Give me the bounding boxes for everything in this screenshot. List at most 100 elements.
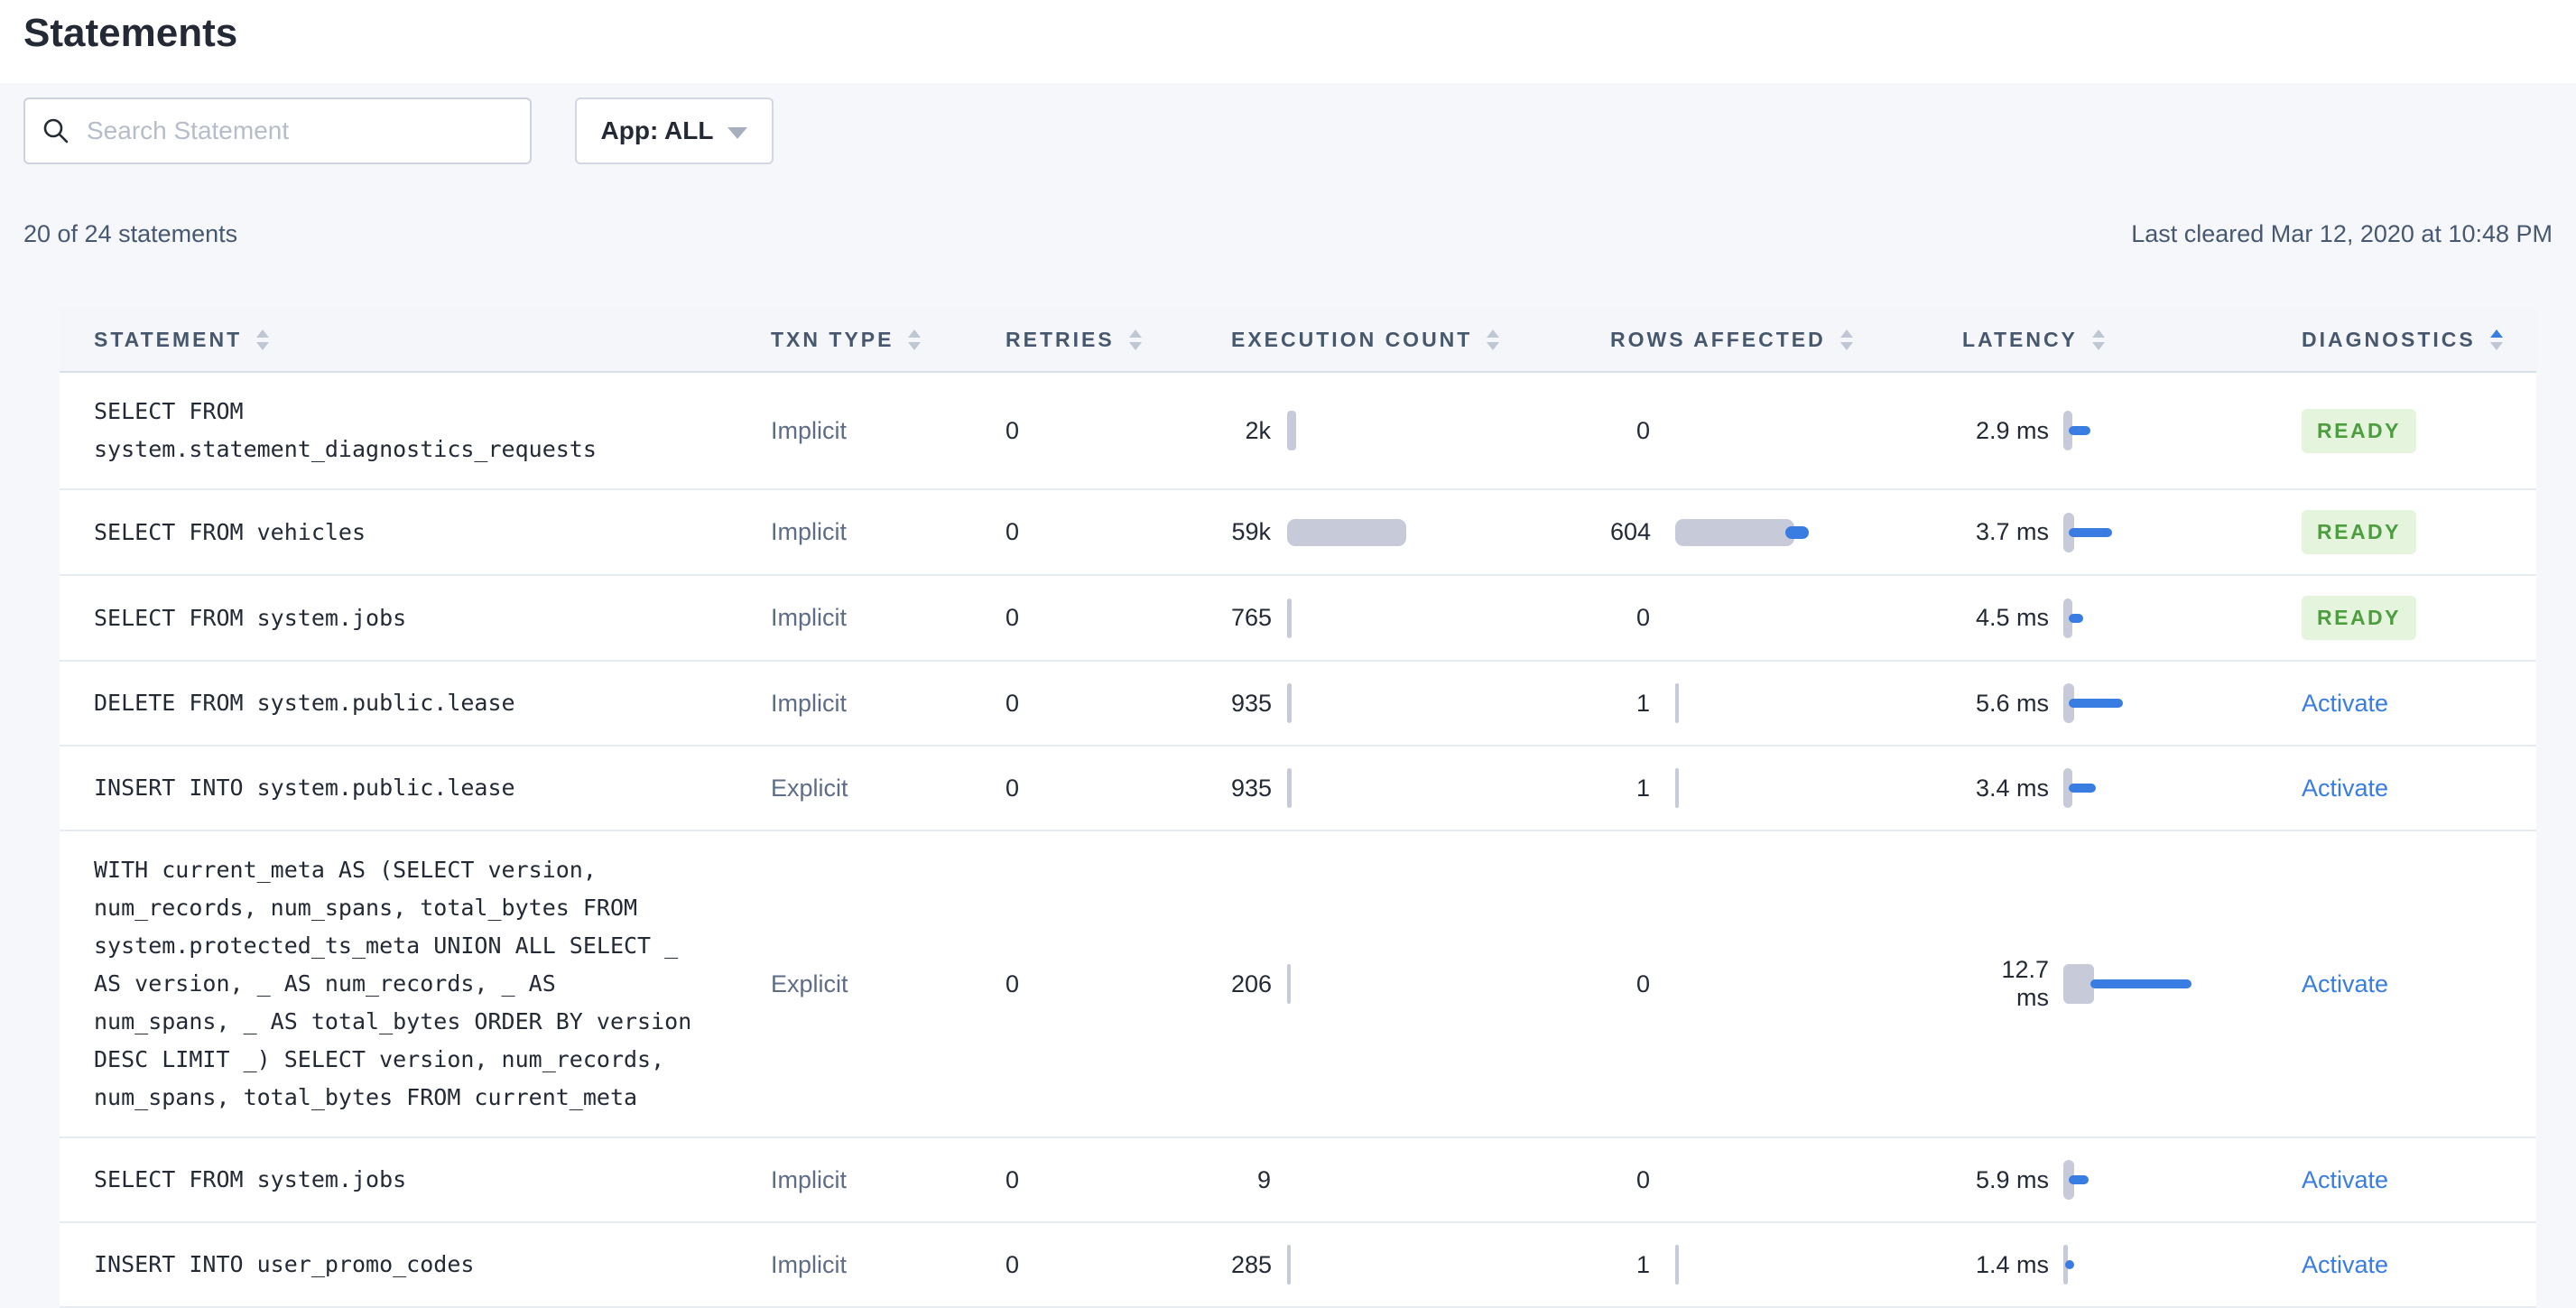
statement-text[interactable]: WITH current_meta AS (SELECT version, num… <box>94 851 691 1117</box>
latency-value: 5.6 ms <box>1975 689 2049 717</box>
execution-count-bar <box>1287 964 1291 1004</box>
rows-affected-bar <box>1675 768 1679 808</box>
sql-line: system.statement_diagnostics_requests <box>94 436 597 462</box>
filter-bar: App: ALL <box>23 97 2576 164</box>
execution-count-value: 935 <box>1231 689 1273 717</box>
sql-line: INSERT INTO system.public.lease <box>94 775 515 801</box>
statement-count: 20 of 24 statements <box>23 220 238 247</box>
activate-diagnostics-link[interactable]: Activate <box>2302 774 2389 802</box>
txn-type: Implicit <box>771 416 848 444</box>
execution-count-value: 935 <box>1231 774 1273 802</box>
latency-value: 1.4 ms <box>1975 1250 2049 1278</box>
execution-count-bar <box>1287 683 1292 723</box>
sql-line: system.protected_ts_meta UNION ALL SELEC… <box>94 932 679 959</box>
meta-row: 20 of 24 statements Last cleared Mar 12,… <box>23 220 2553 248</box>
sql-line: SELECT FROM system.jobs <box>94 604 407 631</box>
latency-mean-bar <box>2069 699 2123 708</box>
statement-text[interactable]: SELECT FROM system.jobs <box>94 599 406 637</box>
sql-line: SELECT FROM system.jobs <box>94 1166 407 1192</box>
activate-diagnostics-link[interactable]: Activate <box>2302 1165 2389 1193</box>
column-header-statement[interactable]: STATEMENT <box>60 328 746 352</box>
retries-value: 0 <box>1005 969 1020 997</box>
retries-value: 0 <box>1005 689 1020 717</box>
execution-count-bar <box>1287 1245 1291 1285</box>
table-row: WITH current_meta AS (SELECT version, num… <box>60 831 2536 1138</box>
table-row: DELETE FROM system.public.lease Implicit… <box>60 662 2536 747</box>
retries-value: 0 <box>1005 1250 1020 1278</box>
execution-count-bar <box>1287 598 1292 638</box>
retries-value: 0 <box>1005 518 1020 545</box>
app-filter-dropdown[interactable]: App: ALL <box>575 97 774 164</box>
rows-affected-value: 1 <box>1635 689 1650 717</box>
table-row: SELECT FROM system.statement_diagnostics_… <box>60 373 2536 490</box>
sort-down-icon <box>2489 341 2503 350</box>
search-input[interactable] <box>85 116 514 146</box>
sort-up-icon <box>1487 329 1500 338</box>
rows-affected-value: 0 <box>1635 969 1650 997</box>
retries-value: 0 <box>1005 604 1020 631</box>
txn-type: Explicit <box>771 969 848 997</box>
sql-line: num_spans, _ AS total_bytes ORDER BY ver… <box>94 1008 692 1034</box>
latency-mean-bar <box>2065 1260 2074 1269</box>
search-box[interactable] <box>23 97 532 164</box>
sort-arrows-icon <box>1487 329 1500 350</box>
sort-up-icon <box>2091 329 2105 338</box>
statement-text[interactable]: SELECT FROM vehicles <box>94 514 366 552</box>
statements-table: STATEMENT TXN TYPE RETRIES EXECUTION COU… <box>60 308 2536 1308</box>
rows-affected-bar <box>1675 1245 1679 1285</box>
column-header-rows[interactable]: ROWS AFFECTED <box>1585 328 1937 352</box>
execution-count-bar <box>1287 768 1292 808</box>
execution-count-value: 285 <box>1231 1250 1273 1278</box>
table-body: SELECT FROM system.statement_diagnostics_… <box>60 373 2536 1308</box>
sort-up-icon <box>1128 329 1142 338</box>
statement-text[interactable]: SELECT FROM system.statement_diagnostics_… <box>94 393 597 468</box>
latency-value: 5.9 ms <box>1975 1165 2049 1193</box>
sort-arrows-icon <box>2091 329 2105 350</box>
column-header-retries[interactable]: RETRIES <box>980 328 1206 352</box>
column-header-latency[interactable]: LATENCY <box>1937 328 2280 352</box>
sort-up-icon <box>2489 329 2503 338</box>
column-header-txn[interactable]: TXN TYPE <box>746 328 980 352</box>
latency-mean-bar <box>2090 979 2191 988</box>
execution-count-value: 2k <box>1245 416 1271 444</box>
statement-text[interactable]: DELETE FROM system.public.lease <box>94 684 515 722</box>
latency-mean-bar <box>2069 527 2112 537</box>
statement-text[interactable]: INSERT INTO user_promo_codes <box>94 1246 474 1284</box>
retries-value: 0 <box>1005 416 1020 444</box>
txn-type: Implicit <box>771 604 848 631</box>
page-title: Statements <box>23 11 238 55</box>
sql-line: INSERT INTO user_promo_codes <box>94 1251 475 1277</box>
rows-affected-value: 1 <box>1635 1250 1650 1278</box>
latency-tick-bar <box>2063 768 2072 808</box>
diagnostics-ready-badge: READY <box>2302 408 2417 453</box>
chevron-down-icon <box>727 126 748 139</box>
sql-line: AS version, _ AS num_records, _ AS <box>94 970 556 997</box>
latency-tick-bar <box>2063 964 2094 1004</box>
execution-count-value: 59k <box>1231 518 1271 545</box>
sort-down-icon <box>1839 341 1853 350</box>
rows-affected-value: 1 <box>1635 774 1650 802</box>
sql-line: WITH current_meta AS (SELECT version, <box>94 857 597 883</box>
rows-affected-value: 0 <box>1635 416 1650 444</box>
latency-value: 3.7 ms <box>1975 518 2049 545</box>
activate-diagnostics-link[interactable]: Activate <box>2302 689 2389 717</box>
column-header-exec[interactable]: EXECUTION COUNT <box>1206 328 1585 352</box>
activate-diagnostics-link[interactable]: Activate <box>2302 969 2389 997</box>
statement-text[interactable]: SELECT FROM system.jobs <box>94 1161 406 1199</box>
latency-mean-bar <box>2069 1175 2089 1184</box>
txn-type: Implicit <box>771 1250 848 1278</box>
activate-diagnostics-link[interactable]: Activate <box>2302 1250 2389 1278</box>
column-header-diag[interactable]: DIAGNOSTICS <box>2280 328 2536 352</box>
diagnostics-ready-badge: READY <box>2302 510 2417 554</box>
txn-type: Implicit <box>771 518 848 545</box>
rows-affected-value: 0 <box>1635 1165 1650 1193</box>
table-header-row: STATEMENT TXN TYPE RETRIES EXECUTION COU… <box>60 308 2536 373</box>
sort-up-icon <box>256 329 270 338</box>
latency-value: 12.7 ms <box>2001 956 2049 1011</box>
latency-value: 4.5 ms <box>1975 604 2049 631</box>
sql-line: num_spans, total_bytes FROM current_meta <box>94 1084 638 1110</box>
statement-text[interactable]: INSERT INTO system.public.lease <box>94 769 515 807</box>
sql-line: SELECT FROM vehicles <box>94 518 366 545</box>
rows-affected-bar <box>1675 683 1679 723</box>
sql-line: SELECT FROM <box>94 398 244 424</box>
